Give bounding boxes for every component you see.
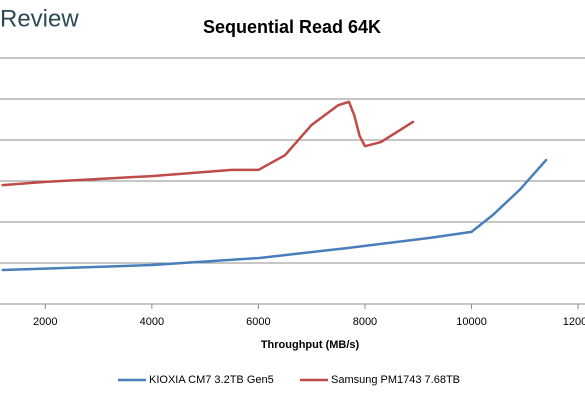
legend-label: KIOXIA CM7 3.2TB Gen5 <box>149 374 274 386</box>
x-tick-label: 8000 <box>353 316 377 328</box>
x-tick-label: 12000 <box>563 316 585 328</box>
x-axis-label: Throughput (MB/s) <box>261 339 360 351</box>
chart-title: Sequential Read 64K <box>203 17 381 37</box>
x-tick-label: 10000 <box>456 316 487 328</box>
x-tick-label: 2000 <box>33 316 57 328</box>
legend-label: Samsung PM1743 7.68TB <box>331 374 460 386</box>
series-line <box>1 100 415 187</box>
x-tick-label: 4000 <box>140 316 164 328</box>
logo: Review <box>0 5 79 32</box>
x-tick-label: 6000 <box>246 316 270 328</box>
series-line <box>1 158 548 272</box>
